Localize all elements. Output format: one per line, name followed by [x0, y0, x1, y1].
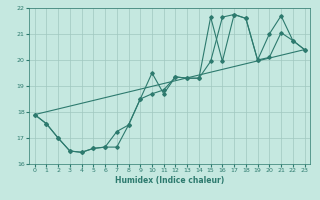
X-axis label: Humidex (Indice chaleur): Humidex (Indice chaleur) [115, 176, 224, 185]
